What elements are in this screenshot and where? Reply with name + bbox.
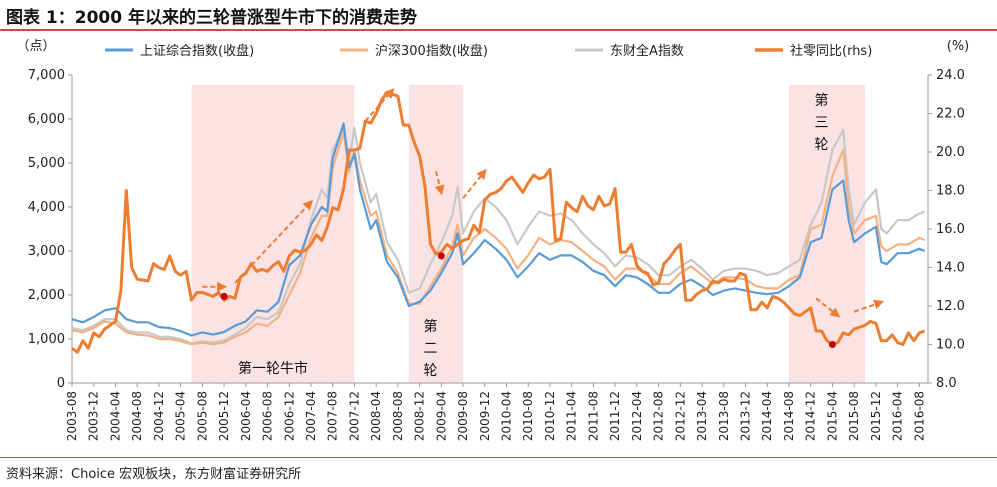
x-tick-label: 2006-04 — [239, 391, 253, 441]
x-tick-label: 2012-08 — [652, 391, 666, 441]
x-tick-label: 2007-08 — [326, 391, 340, 441]
legend-label-4: 社零同比(rhs) — [790, 43, 872, 59]
y-left-tick-label: 6,000 — [28, 112, 65, 127]
trend-arrow-4 — [434, 171, 445, 196]
shade-period-1 — [191, 85, 355, 383]
x-tick-label: 2013-08 — [717, 391, 731, 441]
y-left-tick-label: 3,000 — [28, 244, 65, 259]
x-tick-label: 2015-08 — [847, 391, 861, 441]
y-left-tick-label: 1,000 — [28, 332, 65, 347]
legend-label-3: 东财全A指数 — [610, 43, 684, 59]
x-tick-label: 2013-12 — [739, 391, 753, 441]
y-right-tick-label: 18.0 — [936, 184, 965, 199]
x-tick-label: 2010-04 — [500, 391, 514, 441]
x-tick-label: 2003-08 — [65, 391, 79, 441]
x-tick-label: 2010-08 — [521, 391, 535, 441]
x-tick-label: 2005-04 — [174, 391, 188, 441]
y-left-tick-label: 2,000 — [28, 288, 65, 303]
trend-arrow-6 — [815, 297, 841, 318]
x-tick-label: 2006-08 — [261, 391, 275, 441]
x-tick-label: 2004-12 — [152, 391, 166, 441]
y-right-tick-label: 8.0 — [936, 376, 957, 391]
x-tick-label: 2014-04 — [760, 391, 774, 441]
x-tick-label: 2014-12 — [804, 391, 818, 441]
y-left-unit-label: （点） — [16, 39, 55, 54]
y-right-tick-label: 16.0 — [936, 222, 965, 237]
turning-point-marker-2 — [437, 252, 445, 260]
series-line-2 — [71, 131, 926, 346]
x-tick-label: 2015-04 — [825, 391, 839, 441]
x-tick-label: 2016-04 — [891, 391, 905, 441]
annotation-third-round-char: 三 — [815, 115, 829, 131]
y-right-unit-label: (%) — [947, 39, 970, 54]
x-tick-label: 2004-08 — [130, 391, 144, 441]
page-title: 图表 1：2000 年以来的三轮普涨型牛市下的消费走势 — [6, 8, 417, 28]
y-left-tick-label: 7,000 — [28, 68, 65, 83]
series-line-1 — [71, 122, 926, 337]
legend-label-1: 上证综合指数(收盘) — [140, 43, 254, 59]
x-tick-label: 2009-12 — [478, 391, 492, 441]
y-right-tick-label: 12.0 — [936, 299, 965, 314]
axes: 0 1,000 2,000 3,000 4,000 5,000 6,000 7,000 8.0 1… — [16, 39, 969, 441]
x-tick-label: 2009-08 — [456, 391, 470, 441]
x-tick-label: 2006-12 — [282, 391, 296, 441]
y-right-tick-label: 20.0 — [936, 145, 965, 160]
x-tick-label: 2014-08 — [782, 391, 796, 441]
trend-arrow-2 — [234, 199, 314, 284]
x-tick-label: 2003-12 — [87, 391, 101, 441]
turning-point-marker-1 — [220, 292, 228, 300]
x-tick-label: 2008-12 — [413, 391, 427, 441]
x-tick-label: 2005-08 — [195, 391, 209, 441]
source-note: 资料来源：Choice 宏观板块，东方财富证券研究所 — [6, 467, 302, 482]
x-tick-label: 2016-08 — [912, 391, 926, 441]
trend-arrow-3 — [364, 88, 395, 122]
annotation-second-round-char: 第 — [423, 318, 437, 335]
y-left-tick-label: 4,000 — [28, 200, 65, 215]
x-tick-label: 2012-04 — [630, 391, 644, 441]
x-tick-label: 2004-04 — [108, 391, 122, 441]
annotation-first-round: 第一轮牛市 — [238, 360, 308, 377]
y-right-tick-label: 14.0 — [936, 261, 965, 276]
x-tick-label: 2010-12 — [543, 391, 557, 441]
turning-point-marker-3 — [828, 341, 836, 348]
x-tick-label: 2008-04 — [369, 391, 383, 441]
trend-arrow-7 — [853, 299, 885, 313]
x-tick-label: 2005-12 — [217, 391, 231, 441]
x-tick-label: 2007-12 — [347, 391, 361, 441]
y-right-tick-label: 24.0 — [936, 68, 965, 83]
x-tick-label: 2013-04 — [695, 391, 709, 441]
annotation-second-round-char: 轮 — [423, 363, 437, 379]
source-rule — [0, 457, 997, 458]
y-right-tick-label: 10.0 — [936, 338, 965, 353]
x-tick-label: 2011-12 — [608, 391, 622, 441]
x-tick-label: 2011-04 — [565, 391, 579, 441]
annotation-third-round-char: 第 — [815, 92, 829, 109]
annotation-second-round-char: 二 — [423, 341, 437, 357]
x-tick-label: 2015-12 — [869, 391, 883, 441]
x-tick-label: 2007-04 — [304, 391, 318, 441]
trend-arrow-5 — [462, 168, 487, 199]
y-right-tick-label: 22.0 — [936, 107, 965, 122]
legend-label-2: 沪深300指数(收盘) — [375, 43, 488, 59]
y-left-tick-label: 0 — [57, 376, 65, 391]
x-tick-label: 2011-08 — [586, 391, 600, 441]
legend: 上证综合指数(收盘) 沪深300指数(收盘) 东财全A指数 社零同比(rhs) — [105, 43, 872, 59]
bull-market-shading — [191, 85, 865, 383]
shade-period-2 — [408, 85, 464, 383]
series-line-3 — [71, 126, 926, 345]
x-tick-label: 2009-04 — [434, 391, 448, 441]
y-left-tick-label: 5,000 — [28, 156, 65, 171]
annotation-third-round-char: 轮 — [815, 137, 829, 153]
x-tick-label: 2012-12 — [673, 391, 687, 441]
title-rule — [0, 29, 997, 31]
x-tick-label: 2008-08 — [391, 391, 405, 441]
